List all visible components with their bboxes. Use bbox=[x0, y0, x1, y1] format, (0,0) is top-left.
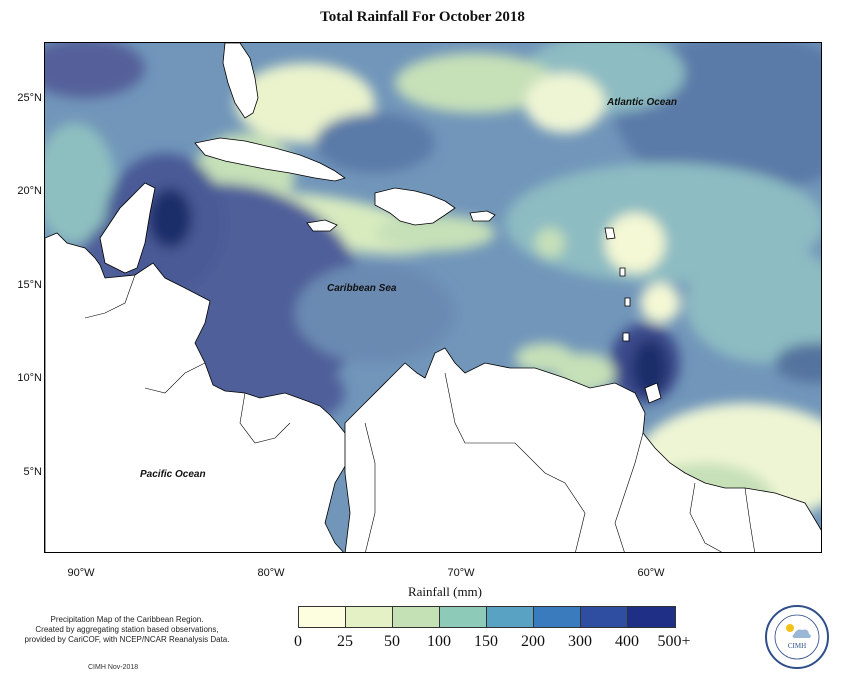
landmass-group bbox=[45, 43, 821, 552]
legend-tick-label: 100 bbox=[427, 633, 451, 650]
rainfall-map: Atlantic Ocean Caribbean Sea Pacific Oce… bbox=[44, 42, 822, 553]
rainfall-map-canvas: Atlantic Ocean Caribbean Sea Pacific Oce… bbox=[45, 43, 821, 552]
legend-tick-label: 25 bbox=[337, 633, 353, 650]
description-line: Precipitation Map of the Caribbean Regio… bbox=[50, 615, 204, 624]
description-line: provided by CariCOF, with NCEP/NCAR Rean… bbox=[24, 635, 230, 644]
legend-swatch bbox=[440, 607, 487, 627]
atlantic-ocean-label: Atlantic Ocean bbox=[606, 97, 677, 108]
legend-swatch bbox=[628, 607, 675, 627]
legend-tick-label: 150 bbox=[474, 633, 498, 650]
legend-tick-label: 400 bbox=[615, 633, 639, 650]
map-description: Precipitation Map of the Caribbean Regio… bbox=[12, 615, 242, 645]
lat-tick-label: 25°N bbox=[17, 92, 42, 104]
legend-swatch bbox=[534, 607, 581, 627]
legend-swatch bbox=[393, 607, 440, 627]
sun-icon bbox=[786, 624, 794, 632]
pacific-ocean-label: Pacific Ocean bbox=[140, 469, 206, 480]
cimh-logo: CIMH bbox=[765, 605, 829, 669]
legend-color-bar bbox=[298, 606, 676, 628]
cloud-icon bbox=[792, 629, 811, 638]
lon-tick-label: 90°W bbox=[67, 567, 95, 579]
map-title: Total Rainfall For October 2018 bbox=[320, 9, 525, 25]
legend-tick-label: 50 bbox=[384, 633, 400, 650]
lat-tick-label: 20°N bbox=[17, 185, 42, 197]
logo-text: CIMH bbox=[788, 642, 806, 650]
lat-tick-label: 15°N bbox=[17, 279, 42, 291]
description-line: Created by aggregating station based obs… bbox=[35, 625, 219, 634]
legend-swatch bbox=[487, 607, 534, 627]
lon-tick-label: 60°W bbox=[637, 567, 665, 579]
lon-tick-label: 70°W bbox=[447, 567, 475, 579]
legend-tick-label: 300 bbox=[568, 633, 592, 650]
legend-title: Rainfall (mm) bbox=[407, 584, 482, 599]
legend-swatch bbox=[299, 607, 346, 627]
lon-tick-label: 80°W bbox=[257, 567, 285, 579]
lat-tick-label: 10°N bbox=[17, 372, 42, 384]
legend-swatch bbox=[581, 607, 628, 627]
legend-tick-label: 200 bbox=[521, 633, 545, 650]
source-stamp: CIMH Nov-2018 bbox=[88, 664, 139, 671]
lat-tick-label: 5°N bbox=[23, 466, 42, 478]
legend-tick-label: 0 bbox=[294, 633, 302, 650]
caribbean-sea-label: Caribbean Sea bbox=[327, 283, 397, 294]
legend-swatch bbox=[346, 607, 393, 627]
legend-tick-label: 500+ bbox=[657, 633, 691, 650]
